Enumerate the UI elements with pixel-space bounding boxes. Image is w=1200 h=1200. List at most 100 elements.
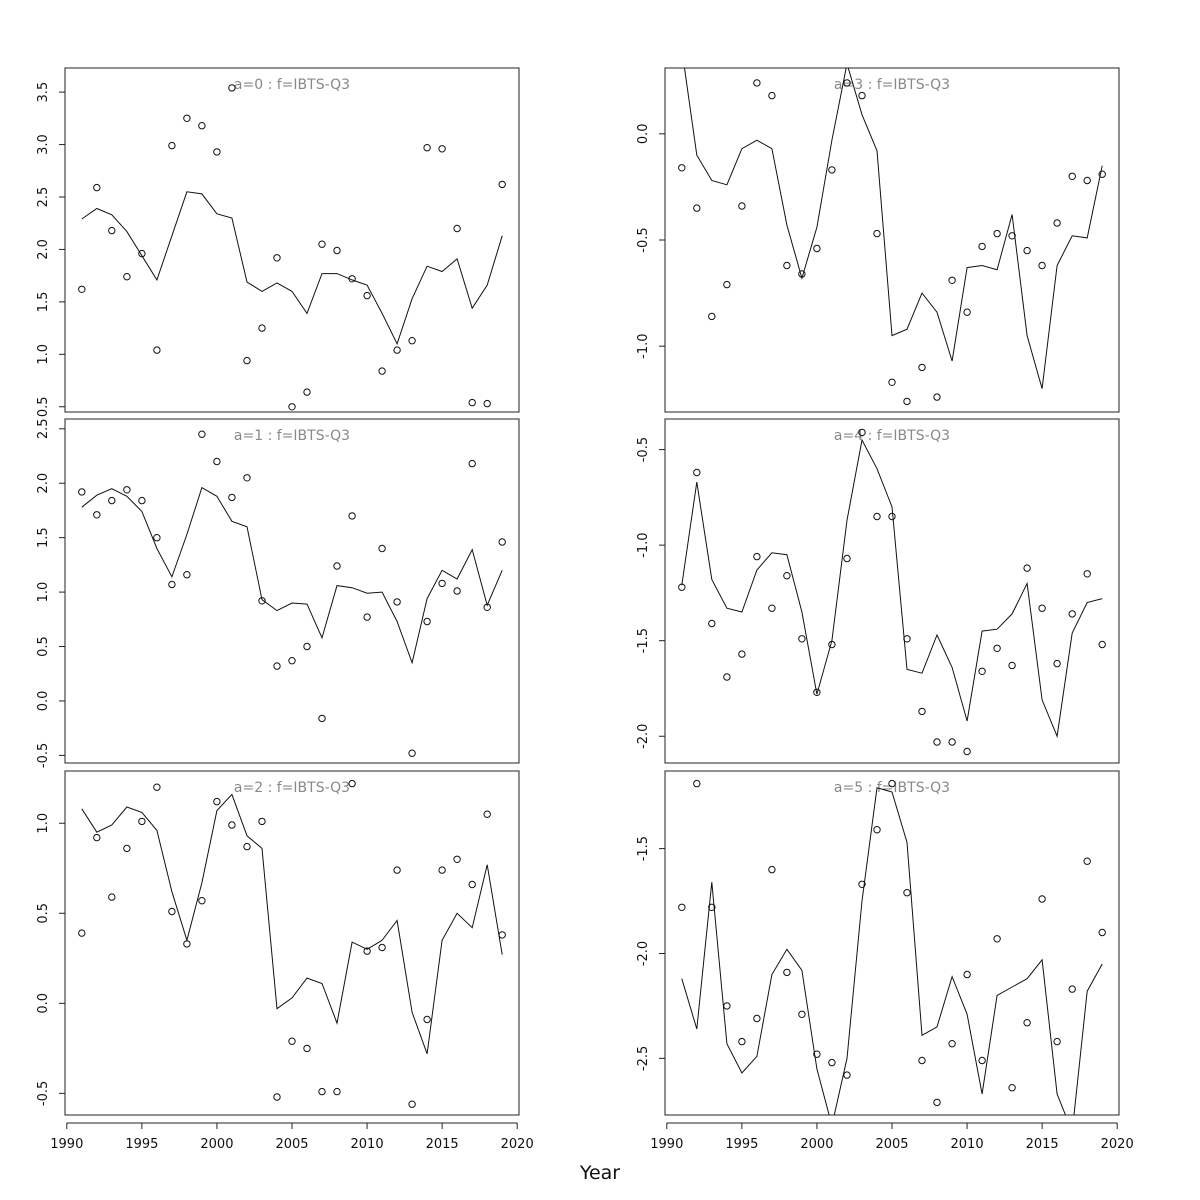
panel-title: a=5 : f=IBTS-Q3 bbox=[834, 780, 950, 796]
observed-point bbox=[378, 544, 386, 553]
observed-point bbox=[258, 817, 266, 826]
observed-point bbox=[108, 893, 116, 901]
observed-point bbox=[1083, 857, 1091, 865]
observed-point bbox=[108, 496, 116, 505]
observed-point bbox=[453, 224, 461, 233]
observed-point bbox=[813, 244, 821, 253]
observed-point bbox=[393, 346, 401, 354]
panel-3: -1.0 -0.5 0.0 a=3 : f=IBTS-Q3 bbox=[636, 67, 1120, 413]
observed-point bbox=[678, 903, 686, 911]
fitted-line bbox=[81, 486, 503, 665]
observed-point bbox=[1023, 246, 1031, 255]
observed-point bbox=[93, 183, 101, 192]
y-tick-label: 2.5 bbox=[36, 418, 51, 439]
observed-point bbox=[708, 312, 716, 321]
observed-point bbox=[873, 826, 881, 834]
y-tick-label: 1.0 bbox=[36, 344, 51, 365]
y-tick-label: 0.5 bbox=[36, 636, 51, 657]
observed-point bbox=[168, 141, 176, 150]
x-axes: 1990 1995 2000 2005 2010 2015 2020 1990 1995 2000… bbox=[50, 1122, 1134, 1152]
observed-point bbox=[828, 166, 836, 174]
observed-point bbox=[288, 1037, 296, 1045]
observed-point bbox=[213, 148, 221, 156]
observed-point bbox=[348, 779, 356, 788]
x-axis-label: Year bbox=[579, 1162, 620, 1184]
observed-point bbox=[468, 880, 476, 889]
panel-title: a=1 : f=IBTS-Q3 bbox=[234, 428, 350, 444]
observed-point bbox=[468, 398, 476, 407]
observed-point bbox=[1098, 170, 1106, 178]
observed-point bbox=[168, 580, 176, 589]
observed-point bbox=[423, 1015, 431, 1024]
observed-point bbox=[483, 603, 491, 611]
panel-4: -2.0 -1.5 -1.0 -0.5 a=4 : f=IBTS-Q3 bbox=[636, 418, 1120, 764]
observed-point bbox=[978, 667, 986, 675]
observed-point bbox=[723, 280, 731, 289]
observed-point bbox=[438, 866, 446, 874]
observed-point bbox=[348, 512, 356, 520]
observed-point bbox=[363, 291, 371, 300]
observed-point bbox=[1053, 1037, 1061, 1046]
x-tick-label: 1995 bbox=[725, 1137, 758, 1152]
observed-point bbox=[978, 242, 986, 251]
observed-point bbox=[948, 738, 956, 746]
observed-point bbox=[498, 931, 506, 939]
observed-point bbox=[138, 249, 146, 258]
observed-point bbox=[198, 897, 206, 905]
panel-frame bbox=[64, 770, 520, 1116]
observed-point bbox=[348, 275, 356, 283]
observed-point bbox=[858, 428, 866, 437]
observed-point bbox=[408, 337, 416, 345]
x-tick-label: 2000 bbox=[800, 1137, 833, 1152]
plot-area bbox=[78, 779, 506, 1108]
observed-point bbox=[1083, 570, 1091, 578]
observed-point bbox=[153, 534, 161, 542]
observed-point bbox=[918, 363, 926, 372]
observed-point bbox=[888, 512, 896, 521]
observed-point bbox=[243, 474, 251, 482]
observed-point bbox=[78, 285, 86, 293]
observed-point bbox=[258, 324, 266, 332]
fitted-line bbox=[681, 787, 1103, 1115]
y-tick-label: 1.5 bbox=[36, 527, 51, 548]
observed-point bbox=[228, 493, 236, 502]
x-tick-label: 2010 bbox=[351, 1137, 384, 1152]
observed-point bbox=[138, 496, 146, 505]
y-tick-label: 0.0 bbox=[636, 123, 651, 144]
observed-point bbox=[783, 968, 791, 977]
observed-point bbox=[933, 738, 941, 746]
observed-point bbox=[963, 970, 971, 979]
observed-point bbox=[828, 1058, 836, 1067]
observed-point bbox=[393, 866, 401, 874]
observed-point bbox=[1083, 176, 1091, 185]
observed-point bbox=[768, 91, 776, 100]
observed-point bbox=[453, 587, 461, 595]
observed-point bbox=[1068, 610, 1076, 618]
observed-point bbox=[993, 229, 1001, 238]
observed-point bbox=[723, 1002, 731, 1010]
observed-point bbox=[933, 393, 941, 401]
observed-point bbox=[408, 749, 416, 757]
panel-1: -0.5 0.0 0.5 1.0 1.5 2.0 2.5 a=1 : f=IBTS-Q3 bbox=[36, 418, 520, 768]
observed-point bbox=[303, 1044, 311, 1053]
observed-point bbox=[168, 907, 176, 916]
observed-point bbox=[708, 619, 716, 628]
observed-point bbox=[228, 821, 236, 829]
observed-point bbox=[1008, 661, 1016, 670]
y-tick-label: -1.0 bbox=[636, 333, 651, 358]
observed-point bbox=[1053, 219, 1061, 227]
y-tick-label: 1.0 bbox=[36, 813, 51, 834]
observed-point bbox=[153, 346, 161, 354]
x-tick-label: 1995 bbox=[125, 1137, 158, 1152]
observed-point bbox=[273, 662, 281, 670]
observed-point bbox=[318, 1087, 326, 1096]
panel-frame bbox=[64, 67, 520, 413]
fitted-line bbox=[681, 438, 1103, 739]
observed-point bbox=[183, 114, 191, 123]
observed-point bbox=[303, 642, 311, 651]
x-tick-label: 2015 bbox=[426, 1137, 459, 1152]
y-tick-label: 0.0 bbox=[36, 993, 51, 1014]
observed-point bbox=[798, 270, 806, 278]
y-tick-label: 0.5 bbox=[36, 396, 51, 417]
